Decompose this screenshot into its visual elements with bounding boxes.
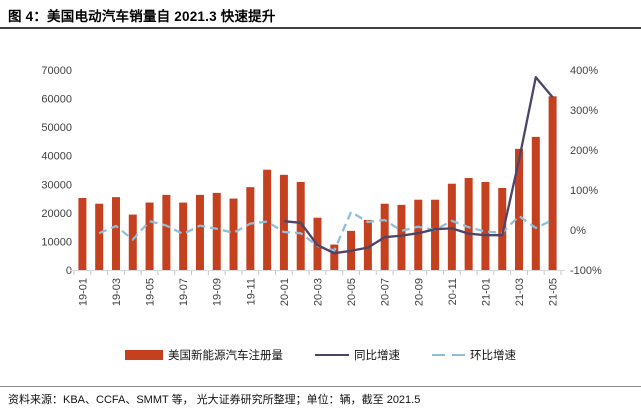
y-right-tick-label: 300%: [570, 105, 598, 117]
bar-21-01: [481, 182, 490, 270]
y-left-tick-label: 20000: [41, 208, 72, 220]
bar-19-05: [145, 202, 154, 270]
x-tick-label-21-05: 21-05: [548, 278, 560, 306]
bar-19-08: [195, 194, 204, 270]
bar-19-01: [78, 198, 87, 270]
bar-21-02: [498, 188, 507, 270]
bar-21-03: [515, 148, 524, 270]
legend-item-yoy: 同比增速: [315, 347, 400, 363]
x-tick-label-19-07: 19-07: [178, 278, 190, 306]
legend: 美国新能源汽车注册量 同比增速 环比增速: [0, 347, 641, 363]
x-tick-label-19-09: 19-09: [212, 278, 224, 306]
bar-19-12: [263, 169, 272, 270]
dashed-line-swatch: [432, 354, 465, 356]
line-swatch: [315, 354, 349, 356]
bar-19-02: [95, 203, 104, 270]
x-tick-label-20-05: 20-05: [346, 278, 358, 306]
legend-item-registrations: 美国新能源汽车注册量: [125, 347, 283, 363]
bar-20-01: [279, 174, 288, 270]
bar-19-10: [229, 198, 238, 270]
y-right-tick-label: 0%: [570, 225, 586, 237]
bar-21-05: [548, 96, 557, 271]
y-right-tick-label: 200%: [570, 145, 598, 157]
y-left-tick-label: 40000: [41, 151, 72, 163]
bar-20-04: [330, 244, 339, 270]
ev-sales-chart: 0 10000 20000 30000 40000 50000 60000 70000 -100…: [41, 65, 602, 306]
bar-21-04: [531, 136, 540, 270]
y-left-tick-label: 30000: [41, 179, 72, 191]
x-tick-label-19-05: 19-05: [145, 278, 157, 306]
x-tick-label-19-11: 19-11: [245, 278, 257, 305]
y-left-tick-label: 10000: [41, 236, 72, 248]
yoy-growth-line: [283, 76, 554, 255]
y-right-tick-label: 400%: [570, 65, 598, 77]
x-tick-label-21-01: 21-01: [480, 278, 492, 306]
figure-title: 图 4：美国电动汽车销量自 2021.3 快速提升: [8, 9, 276, 24]
bar-19-04: [128, 214, 137, 270]
title-divider: [0, 27, 641, 29]
legend-label-yoy: 同比增速: [354, 350, 400, 362]
y-right-tick-label: 100%: [570, 185, 598, 197]
bar-20-02: [296, 182, 305, 270]
y-left-tick-label: 50000: [41, 122, 72, 134]
x-tick-label-20-01: 20-01: [279, 278, 291, 306]
y-left-tick-label: 70000: [41, 65, 72, 77]
bar-20-09: [414, 199, 423, 270]
bar-19-09: [212, 192, 221, 270]
source-note: 资料来源：KBA、CCFA、SMMT 等， 光大证券研究所整理；单位：辆，截至 …: [8, 394, 421, 406]
legend-item-mom: 环比增速: [432, 347, 516, 363]
legend-label-mom: 环比增速: [470, 350, 516, 362]
x-tick-label-20-03: 20-03: [313, 278, 325, 306]
bar-19-06: [162, 194, 171, 270]
y-left-tick-label: 0: [66, 265, 72, 277]
x-tick-label-19-01: 19-01: [77, 278, 89, 306]
legend-label-registrations: 美国新能源汽车注册量: [168, 350, 283, 362]
x-tick-label-20-09: 20-09: [413, 278, 425, 306]
bar-20-10: [431, 199, 440, 270]
y-left-tick-label: 60000: [41, 94, 72, 106]
x-tick-label-21-03: 21-03: [514, 278, 526, 306]
bar-19-07: [179, 202, 188, 270]
y-right-tick-label: -100%: [570, 265, 602, 277]
footer-divider: [0, 386, 641, 387]
x-tick-label-20-07: 20-07: [380, 278, 392, 306]
bar-19-03: [111, 197, 120, 270]
x-tick-label-20-11: 20-11: [447, 278, 459, 305]
mom-growth-line: [98, 210, 554, 252]
bar-swatch: [125, 350, 163, 360]
x-tick-label-19-03: 19-03: [111, 278, 123, 306]
bar-20-11: [447, 183, 456, 270]
bar-20-12: [464, 178, 473, 270]
bar-20-08: [397, 204, 406, 270]
bar-19-11: [246, 187, 255, 270]
bar-20-06: [363, 220, 372, 270]
